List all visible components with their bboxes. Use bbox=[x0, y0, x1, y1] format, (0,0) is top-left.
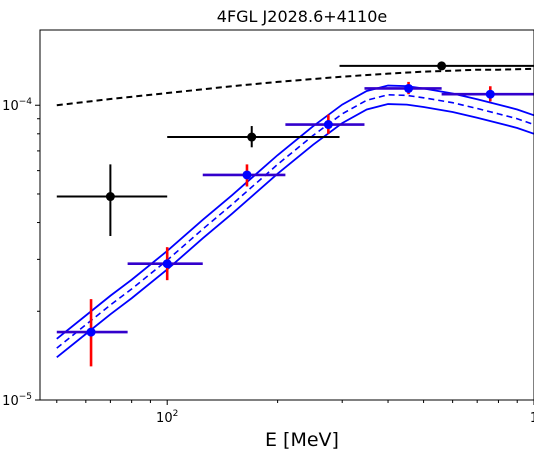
black-data-point bbox=[247, 132, 257, 142]
x-tick-label-base: 1 bbox=[530, 411, 534, 426]
blue-data-point bbox=[485, 89, 495, 99]
blue-data-point bbox=[86, 327, 96, 337]
y-tick-label-base: 10 bbox=[2, 394, 19, 409]
blue-data-point bbox=[323, 120, 333, 130]
y-tick-label: 10−4 bbox=[2, 97, 32, 114]
model-band-upper bbox=[56, 84, 534, 340]
x-tick-label-base: 10 bbox=[156, 411, 173, 426]
chart-title: 4FGL J2028.6+4110e bbox=[217, 7, 387, 26]
y-tick-label-exponent: −4 bbox=[19, 97, 33, 107]
plot-clipped-group bbox=[56, 61, 534, 367]
x-tick-label-exponent: 2 bbox=[173, 409, 179, 419]
blue-data-point bbox=[242, 170, 252, 180]
blue-data-point bbox=[404, 83, 414, 93]
axis-ticks: 102110−510−4 bbox=[2, 97, 534, 426]
y-tick-label: 10−5 bbox=[2, 392, 32, 409]
reference-curve-dashed bbox=[56, 67, 534, 107]
model-curve-dashed bbox=[56, 93, 534, 349]
x-tick-label: 102 bbox=[156, 409, 178, 426]
x-tick-label: 1 bbox=[530, 411, 534, 426]
blue-data-point bbox=[162, 259, 172, 269]
y-tick-label-exponent: −5 bbox=[19, 392, 32, 402]
model-band-lower bbox=[56, 103, 534, 359]
black-data-point bbox=[437, 61, 447, 71]
black-data-point bbox=[105, 192, 115, 202]
axes-frame bbox=[39, 29, 534, 401]
y-tick-label-base: 10 bbox=[2, 99, 19, 114]
plot-area bbox=[56, 61, 534, 367]
x-axis-label: E [MeV] bbox=[265, 429, 339, 451]
